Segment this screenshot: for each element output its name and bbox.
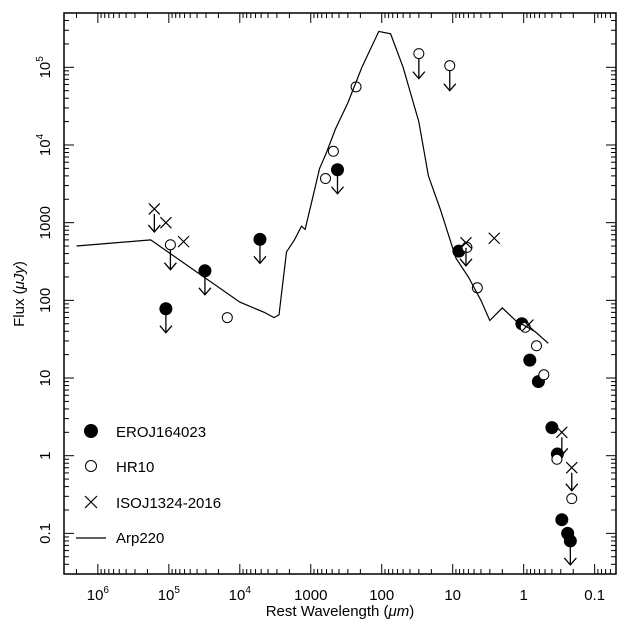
- arp220-line: [76, 30, 549, 344]
- x-axis-ticks: 106 105 104 1000 100 10 1 0.1: [63, 13, 617, 604]
- x-tick-label: 100: [369, 587, 394, 604]
- isoj1324-point: [159, 216, 172, 229]
- upper-limit-arrowhead: [459, 258, 473, 267]
- x-tick-label: 1: [519, 587, 527, 604]
- y-tick-label: 100: [37, 288, 54, 313]
- hr10-point: [327, 145, 339, 157]
- x-tick-label: 106: [87, 585, 110, 604]
- legend-marker-isoj1324: [84, 495, 98, 509]
- isoj1324-point: [522, 319, 534, 332]
- legend-label-isoj1324: ISOJ1324-2016: [116, 495, 221, 512]
- legend: EROJ164023 HR10 ISOJ1324-2016 Arp220: [76, 424, 221, 547]
- isoj1324-point: [555, 426, 568, 439]
- eroj164023-point: [253, 232, 267, 246]
- upper-limit-arrowhead: [555, 447, 569, 457]
- plot-frame: [63, 12, 617, 575]
- hr10-point: [530, 340, 542, 352]
- data-series: [76, 30, 579, 566]
- upper-limit-arrowhead: [198, 287, 212, 296]
- upper-limit-arrowhead: [147, 224, 161, 233]
- isoj1324-point: [488, 232, 501, 245]
- hr10-point: [538, 369, 550, 381]
- upper-limit-arrowhead: [159, 325, 173, 334]
- legend-label-eroj164023: EROJ164023: [116, 424, 206, 441]
- upper-limit-arrowhead: [565, 483, 579, 492]
- x-tick-label: 1000: [294, 587, 327, 604]
- y-tick-label: 105: [35, 56, 54, 79]
- x-tick-label: 10: [444, 587, 461, 604]
- hr10-point: [566, 493, 578, 505]
- y-tick-label: 0.1: [37, 523, 54, 544]
- legend-marker-eroj164023: [84, 424, 98, 438]
- hr10-point: [319, 173, 331, 185]
- isoj1324-point: [565, 461, 578, 474]
- x-axis-label: Rest Wavelength (μm): [266, 603, 415, 620]
- legend-marker-hr10: [85, 460, 97, 472]
- legend-label-arp220: Arp220: [116, 530, 164, 547]
- eroj164023-point: [555, 513, 569, 527]
- eroj164023-point: [331, 163, 345, 177]
- upper-limit-arrowhead: [163, 262, 177, 271]
- y-tick-label: 1: [37, 452, 54, 460]
- hr10-point: [221, 312, 233, 324]
- upper-limit-arrowhead: [443, 83, 457, 92]
- x-tick-label: 104: [229, 585, 252, 604]
- hr10-point: [413, 48, 425, 60]
- upper-limit-arrowhead: [412, 71, 426, 80]
- eroj164023-point: [198, 264, 212, 278]
- upper-limit-arrowhead: [253, 255, 267, 265]
- y-tick-label: 104: [35, 133, 54, 156]
- y-tick-label: 1000: [37, 206, 54, 239]
- x-tick-label: 0.1: [584, 587, 605, 604]
- y-axis-ticks: 0.1 1 10 100 1000 104 105: [35, 12, 616, 575]
- eroj164023-point: [563, 534, 577, 548]
- hr10-point: [444, 60, 456, 72]
- upper-limit-arrowhead: [331, 186, 344, 195]
- upper-limit-arrowhead: [563, 557, 577, 566]
- hr10-point: [164, 239, 176, 251]
- hr10-point: [551, 453, 563, 465]
- y-tick-label: 10: [37, 370, 54, 387]
- y-axis-label: Flux (μJy): [11, 261, 28, 327]
- isoj1324-point: [177, 235, 190, 248]
- legend-label-hr10: HR10: [116, 459, 154, 476]
- eroj164023-point: [545, 421, 559, 435]
- isoj1324-point: [460, 236, 472, 249]
- eroj164023-point: [523, 353, 537, 367]
- eroj164023-point: [159, 302, 173, 316]
- isoj1324-point: [148, 203, 161, 215]
- x-tick-label: 105: [158, 585, 181, 604]
